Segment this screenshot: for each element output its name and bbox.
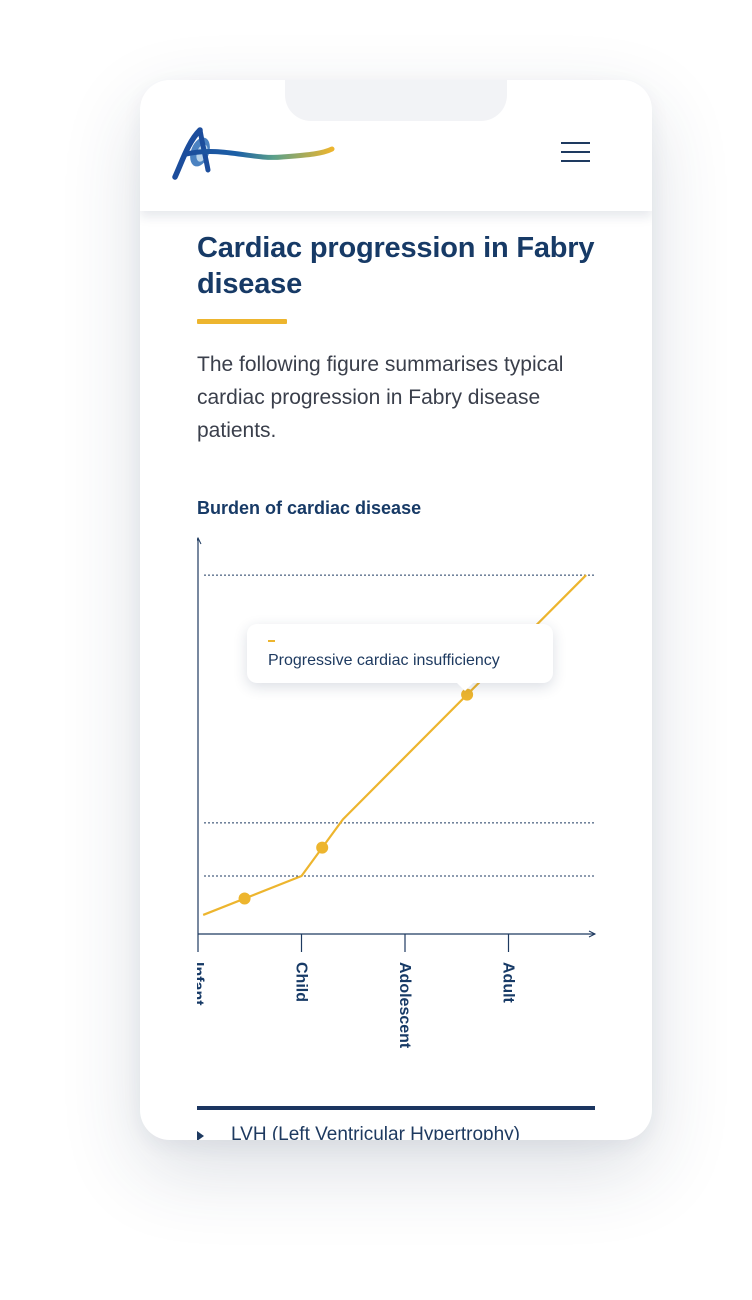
x-tick-label: Adult bbox=[500, 962, 517, 1004]
x-tick-label: Adolescent bbox=[396, 962, 413, 1049]
data-point bbox=[316, 841, 329, 854]
data-point bbox=[461, 688, 474, 701]
page-title: Cardiac progression in Fabry disease bbox=[197, 232, 595, 300]
tooltip-legend-dash bbox=[268, 640, 275, 642]
title-underline bbox=[197, 319, 287, 324]
x-axis-arrow bbox=[588, 930, 597, 938]
device-notch bbox=[285, 80, 507, 121]
accordion-item-label: LVH (Left Ventricular Hypertrophy) bbox=[231, 1124, 520, 1140]
main-content: Cardiac progression in Fabry disease The… bbox=[197, 230, 597, 1140]
menu-bar bbox=[561, 142, 590, 144]
chart-tooltip: Progressive cardiac insufficiency bbox=[247, 624, 553, 691]
tooltip-text: Progressive cardiac insufficiency bbox=[268, 652, 500, 669]
cardiac-progression-chart: Infant Child Adolescent Adult bbox=[197, 536, 597, 1049]
hamburger-menu-button[interactable] bbox=[557, 138, 593, 166]
chart-title: Burden of cardiac disease bbox=[197, 498, 422, 518]
triangle-right-icon bbox=[197, 1131, 204, 1140]
section-divider bbox=[197, 1106, 595, 1110]
x-tick-label: Infant bbox=[197, 962, 206, 1006]
brand-logo[interactable] bbox=[172, 124, 336, 180]
menu-bar bbox=[561, 160, 590, 162]
y-axis-arrow bbox=[197, 536, 202, 545]
x-tick-label: Child bbox=[293, 962, 310, 1002]
accordion-item-lvh[interactable]: LVH (Left Ventricular Hypertrophy) bbox=[197, 1124, 597, 1140]
menu-bar bbox=[561, 151, 590, 153]
phone-frame: Cardiac progression in Fabry disease The… bbox=[140, 80, 652, 1140]
intro-text: The following figure summarises typical … bbox=[197, 353, 564, 442]
data-point bbox=[238, 892, 251, 905]
